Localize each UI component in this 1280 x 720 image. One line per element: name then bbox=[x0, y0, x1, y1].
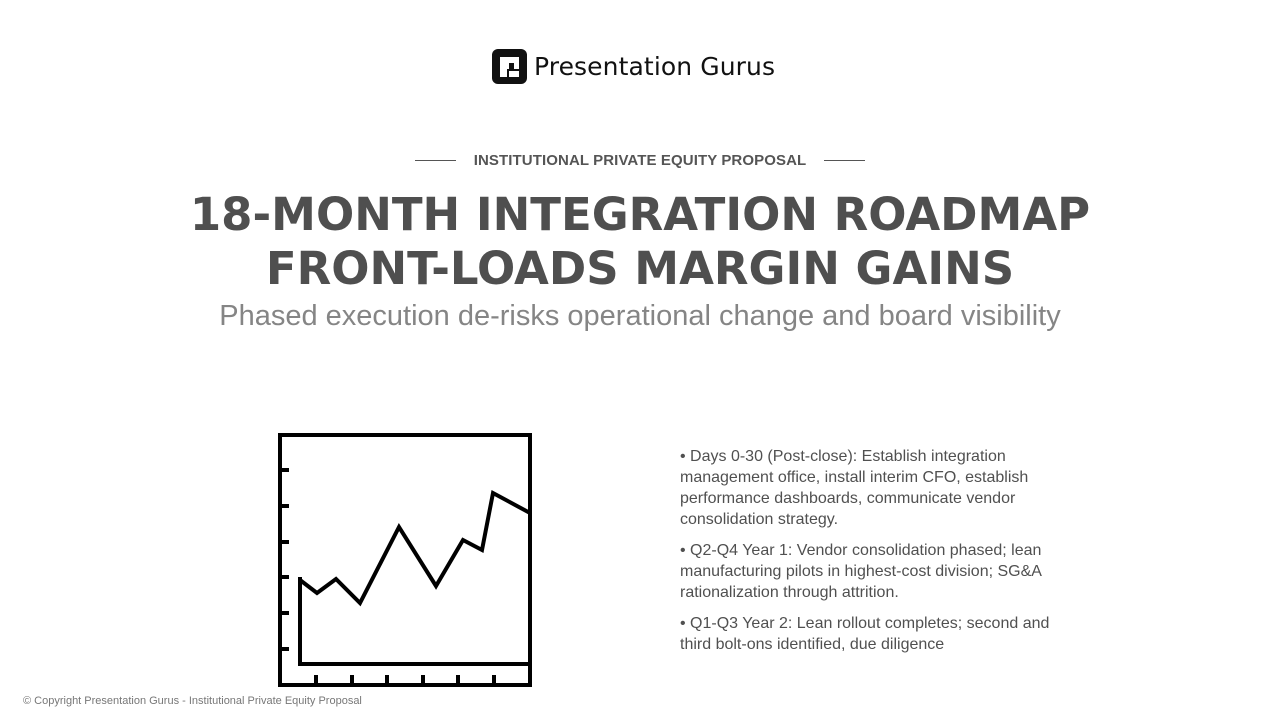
copyright-footer: © Copyright Presentation Gurus - Institu… bbox=[23, 695, 362, 707]
bullet-item-year-1: • Q2-Q4 Year 1: Vendor consolidation pha… bbox=[680, 542, 1042, 601]
bullet-item-days-0-30: • Days 0-30 (Post-close): Establish inte… bbox=[680, 448, 1029, 528]
bullet-item-year-2: • Q1-Q3 Year 2: Lean rollout completes; … bbox=[680, 615, 1050, 653]
eyebrow: INSTITUTIONAL PRIVATE EQUITY PROPOSAL bbox=[0, 152, 1280, 169]
presentation-gurus-logo-icon bbox=[492, 48, 527, 84]
brand-logo: Presentation Gurus bbox=[492, 48, 775, 84]
line-chart-icon bbox=[278, 433, 532, 687]
slide-subtitle: Phased execution de-risks operational ch… bbox=[219, 300, 1061, 332]
brand-name: Presentation Gurus bbox=[534, 51, 776, 81]
eyebrow-text: INSTITUTIONAL PRIVATE EQUITY PROPOSAL bbox=[473, 152, 807, 169]
slide-title: 18-MONTH INTEGRATION ROADMAP FRONT-LOADS… bbox=[0, 188, 1280, 296]
eyebrow-rule-left bbox=[414, 160, 456, 161]
bullet-list: • Days 0-30 (Post-close): Establish inte… bbox=[680, 446, 1075, 665]
slide-title-line-1: 18-MONTH INTEGRATION ROADMAP bbox=[189, 188, 1091, 241]
slide-title-line-2: FRONT-LOADS MARGIN GAINS bbox=[265, 242, 1015, 295]
eyebrow-rule-right bbox=[824, 160, 866, 161]
